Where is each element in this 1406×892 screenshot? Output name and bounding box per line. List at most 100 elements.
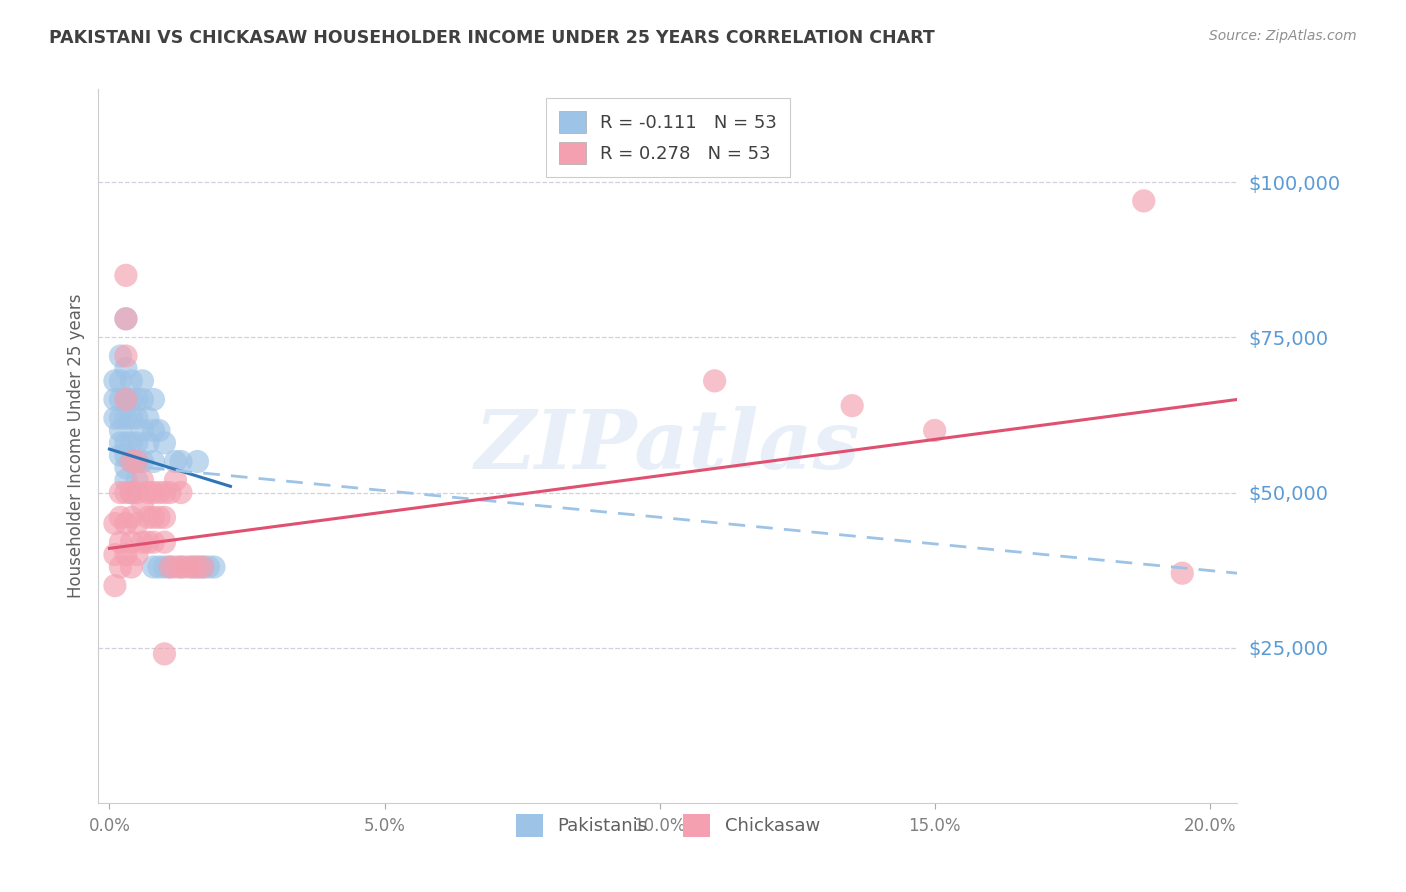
Point xyxy=(159,485,181,500)
Point xyxy=(104,579,127,593)
Point xyxy=(176,560,198,574)
Point xyxy=(115,311,138,326)
Point xyxy=(136,535,159,549)
Point xyxy=(1132,194,1154,208)
Point xyxy=(924,424,946,438)
Point xyxy=(131,424,153,438)
Point xyxy=(131,498,153,512)
Point xyxy=(110,485,132,500)
Point xyxy=(120,454,142,468)
Text: PAKISTANI VS CHICKASAW HOUSEHOLDER INCOME UNDER 25 YEARS CORRELATION CHART: PAKISTANI VS CHICKASAW HOUSEHOLDER INCOM… xyxy=(49,29,935,46)
Point xyxy=(153,647,176,661)
Point xyxy=(170,485,193,500)
Point xyxy=(104,516,127,531)
Point xyxy=(115,548,138,562)
Point xyxy=(131,374,153,388)
Point xyxy=(120,485,142,500)
Point xyxy=(186,560,208,574)
Point xyxy=(202,560,225,574)
Point xyxy=(110,535,132,549)
Point xyxy=(181,560,204,574)
Point xyxy=(703,374,725,388)
Point xyxy=(136,436,159,450)
Point xyxy=(159,560,181,574)
Point xyxy=(104,374,127,388)
Point xyxy=(115,411,138,425)
Point xyxy=(159,560,181,574)
Point xyxy=(115,361,138,376)
Point xyxy=(120,510,142,524)
Point xyxy=(125,392,148,407)
Point xyxy=(181,560,204,574)
Point xyxy=(165,454,187,468)
Point xyxy=(153,535,176,549)
Point xyxy=(148,424,170,438)
Point xyxy=(125,485,148,500)
Point xyxy=(115,460,138,475)
Point xyxy=(142,510,165,524)
Point xyxy=(148,510,170,524)
Point xyxy=(125,548,148,562)
Point xyxy=(115,349,138,363)
Point xyxy=(120,411,142,425)
Point xyxy=(165,560,187,574)
Point xyxy=(120,535,142,549)
Point xyxy=(153,510,176,524)
Point xyxy=(115,473,138,487)
Point xyxy=(197,560,219,574)
Point xyxy=(120,374,142,388)
Point xyxy=(120,392,142,407)
Point xyxy=(125,473,148,487)
Point xyxy=(104,548,127,562)
Point xyxy=(115,516,138,531)
Point xyxy=(136,485,159,500)
Point xyxy=(191,560,214,574)
Point xyxy=(110,374,132,388)
Text: Source: ZipAtlas.com: Source: ZipAtlas.com xyxy=(1209,29,1357,43)
Point xyxy=(165,473,187,487)
Point xyxy=(170,560,193,574)
Point xyxy=(153,485,176,500)
Point xyxy=(136,510,159,524)
Point xyxy=(115,311,138,326)
Point xyxy=(148,560,170,574)
Point xyxy=(125,411,148,425)
Point xyxy=(115,392,138,407)
Point xyxy=(104,392,127,407)
Point xyxy=(115,436,138,450)
Point xyxy=(115,448,138,462)
Point xyxy=(125,436,148,450)
Point xyxy=(153,436,176,450)
Text: ZIPatlas: ZIPatlas xyxy=(475,406,860,486)
Point xyxy=(170,454,193,468)
Point xyxy=(148,485,170,500)
Point xyxy=(131,473,153,487)
Point xyxy=(120,436,142,450)
Point xyxy=(120,454,142,468)
Y-axis label: Householder Income Under 25 years: Householder Income Under 25 years xyxy=(66,293,84,599)
Point xyxy=(120,560,142,574)
Point xyxy=(115,268,138,283)
Point xyxy=(110,349,132,363)
Point xyxy=(110,560,132,574)
Point xyxy=(110,411,132,425)
Point xyxy=(110,510,132,524)
Point xyxy=(136,411,159,425)
Point xyxy=(841,399,863,413)
Point xyxy=(120,485,142,500)
Point xyxy=(142,392,165,407)
Point xyxy=(142,454,165,468)
Point xyxy=(104,411,127,425)
Legend: Pakistanis, Chickasaw: Pakistanis, Chickasaw xyxy=(509,807,827,844)
Point xyxy=(110,436,132,450)
Point xyxy=(1171,566,1194,581)
Point xyxy=(191,560,214,574)
Point xyxy=(110,424,132,438)
Point xyxy=(110,448,132,462)
Point xyxy=(170,560,193,574)
Point xyxy=(131,392,153,407)
Point xyxy=(125,516,148,531)
Point xyxy=(131,535,153,549)
Point xyxy=(115,392,138,407)
Point xyxy=(142,485,165,500)
